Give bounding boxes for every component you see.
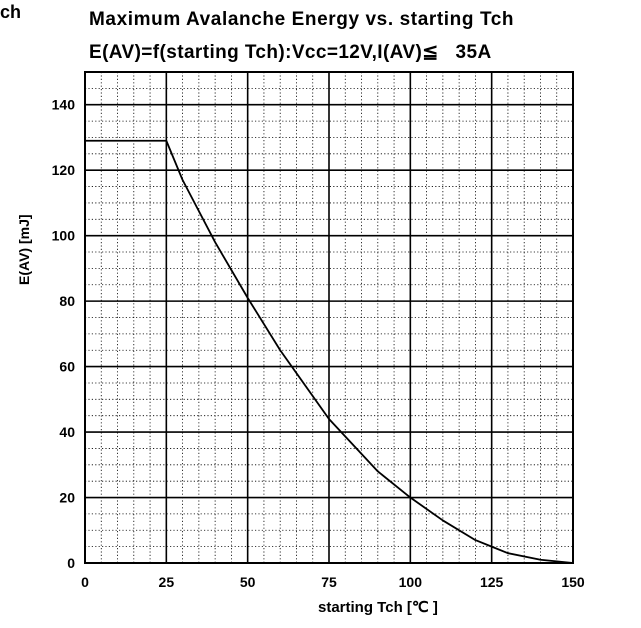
series-line	[85, 139, 574, 564]
x-tick-label: 50	[240, 574, 256, 590]
plot-frame	[84, 71, 574, 564]
y-tick-label: 60	[59, 359, 75, 375]
x-tick-label: 0	[81, 574, 89, 590]
y-tick-label: 140	[52, 97, 76, 113]
minor-grid	[85, 71, 573, 563]
series-layer	[85, 139, 574, 564]
x-tick-label: 25	[159, 574, 175, 590]
x-axis-label: starting Tch [℃ ]	[318, 599, 438, 616]
x-tick-label: 150	[561, 574, 585, 590]
major-grid	[84, 71, 574, 564]
y-tick-label: 0	[67, 555, 75, 571]
y-tick-label: 40	[59, 424, 75, 440]
x-tick-label: 125	[480, 574, 504, 590]
y-tick-label: 80	[59, 293, 75, 309]
y-tick-label: 100	[52, 228, 76, 244]
tick-labels: 0 25 50 75 100 125 150 0 20 40 60 80 100 120 140	[52, 97, 585, 590]
x-tick-label: 100	[399, 574, 423, 590]
x-tick-label: 75	[321, 574, 337, 590]
y-tick-label: 20	[59, 490, 75, 506]
corner-text: ch	[0, 2, 22, 22]
chart-subtitle: E(AV)=f(starting Tch):Vcc=12V,I(AV)≦ 35A	[89, 42, 492, 63]
y-tick-label: 120	[52, 162, 76, 178]
chart-title: Maximum Avalanche Energy vs. starting Tc…	[89, 9, 515, 30]
